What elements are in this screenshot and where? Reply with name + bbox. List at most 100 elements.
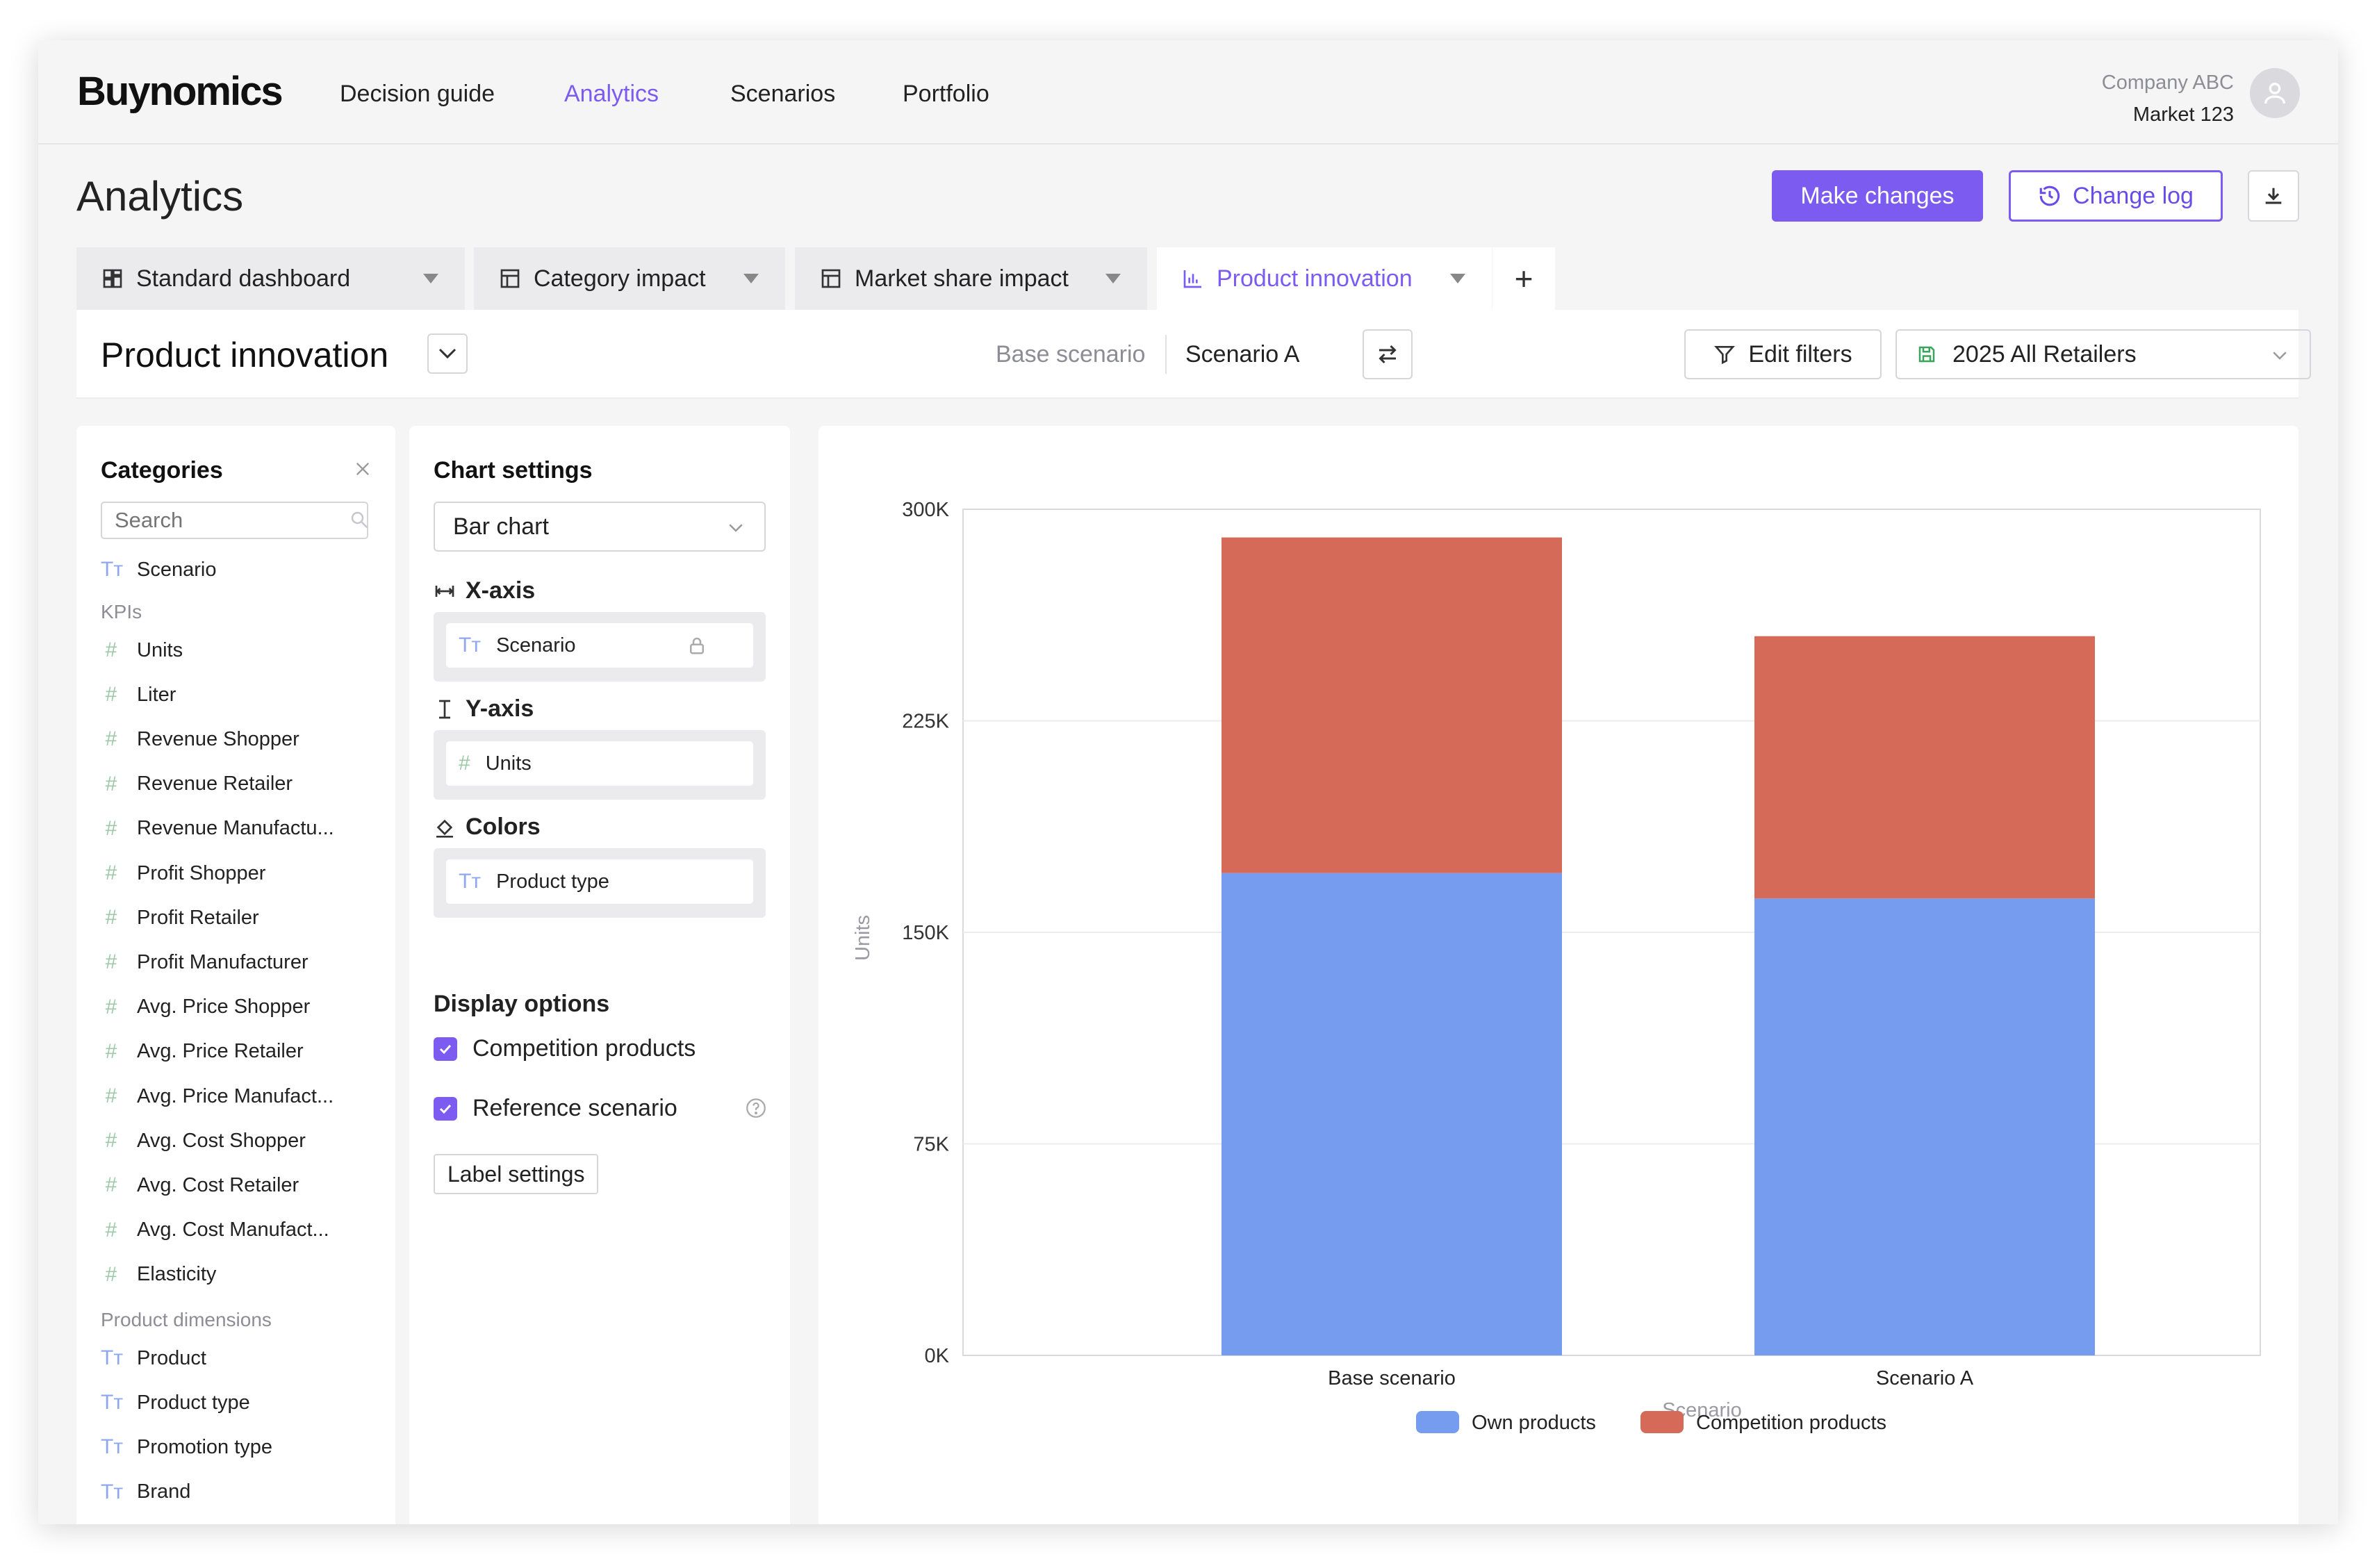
chart-settings-panel: Chart settings Bar chart X-axis Tт Scena… [409, 426, 790, 1524]
kpi-item[interactable]: # Avg. Price Manufact... [101, 1084, 334, 1108]
x-axis-pill[interactable]: Tт Scenario [446, 623, 753, 668]
caret-down-icon[interactable] [1104, 272, 1122, 285]
kpi-label: Revenue Retailer [137, 773, 293, 795]
base-scenario-label[interactable]: Base scenario [996, 341, 1146, 368]
dimension-item[interactable]: Tт Promotion type [101, 1435, 272, 1459]
kpi-label: Avg. Cost Shopper [137, 1129, 306, 1152]
chevron-down-icon [438, 348, 457, 359]
kpi-item[interactable]: # Liter [101, 683, 176, 707]
number-type-icon: # [459, 752, 470, 775]
make-changes-button[interactable]: Make changes [1772, 170, 1983, 222]
help-icon[interactable] [744, 1096, 768, 1120]
number-type-icon: # [105, 816, 117, 840]
swap-icon [1379, 345, 1397, 364]
number-type-icon: # [105, 906, 117, 930]
kpi-item[interactable]: # Revenue Retailer [101, 773, 293, 796]
download-button[interactable] [2248, 170, 2299, 222]
tab-standard-dashboard[interactable]: Standard dashboard [76, 247, 465, 310]
history-icon [2039, 185, 2060, 206]
legend-swatch-own-products [1416, 1411, 1459, 1433]
brand-logo[interactable]: Buynomics [77, 69, 283, 114]
y-axis-heading: Y-axis [434, 695, 534, 723]
chart-type-select[interactable]: Bar chart [434, 502, 766, 552]
colors-heading: Colors [434, 814, 541, 841]
tab-product-innovation[interactable]: Product innovation [1157, 247, 1492, 310]
close-icon[interactable] [353, 459, 372, 479]
kpi-item[interactable]: # Profit Shopper [101, 861, 266, 885]
dimension-item[interactable]: Tт Brand [101, 1480, 190, 1504]
dimension-item[interactable]: Tт Product type [101, 1391, 250, 1414]
kpi-item[interactable]: # Profit Retailer [101, 906, 259, 930]
colors-field[interactable]: Tт Product type [434, 848, 766, 918]
kpi-item[interactable]: # Revenue Shopper [101, 727, 299, 751]
label-settings-button[interactable]: Label settings [434, 1154, 599, 1194]
avatar[interactable] [2250, 68, 2300, 118]
x-axis-value: Scenario [496, 634, 576, 657]
competition-products-checkbox[interactable] [434, 1037, 457, 1061]
chart-panel: 0K 75K 150K 225K 300K Base scenario Scenario A… [819, 426, 2298, 1524]
caret-down-icon[interactable] [1449, 272, 1467, 285]
edit-filters-button[interactable]: Edit filters [1684, 329, 1882, 379]
product-dimensions-section-label: Product dimensions [101, 1309, 272, 1330]
legend-label-competition-products: Competition products [1696, 1412, 1886, 1434]
category-item-scenario[interactable]: Tт Scenario [101, 558, 217, 581]
tab-category-impact[interactable]: Category impact [474, 247, 785, 310]
categories-search-input[interactable] [101, 502, 368, 539]
colors-pill[interactable]: Tт Product type [446, 859, 753, 904]
reference-scenario-option[interactable]: Reference scenario [434, 1095, 677, 1122]
tab-market-share-impact[interactable]: Market share impact [795, 247, 1147, 310]
caret-down-icon[interactable] [422, 272, 440, 285]
table-icon [821, 269, 841, 288]
dashboard-menu-button[interactable] [427, 333, 468, 374]
user-icon [2264, 83, 2285, 104]
kpi-item[interactable]: # Avg. Price Shopper [101, 995, 311, 1019]
y-axis-field[interactable]: # Units [434, 730, 766, 800]
legend-swatch-competition-products [1640, 1411, 1684, 1433]
bar-chart: 0K 75K 150K 225K 300K Base scenario Scenario A… [852, 499, 2261, 1434]
competition-products-option[interactable]: Competition products [434, 1035, 696, 1062]
number-type-icon: # [105, 638, 117, 661]
kpi-item[interactable]: # Profit Manufacturer [101, 950, 309, 974]
page-title: Analytics [76, 173, 244, 220]
kpi-label: Elasticity [137, 1263, 217, 1286]
kpi-item[interactable]: # Units [101, 638, 183, 662]
bar-competition-products [1222, 537, 1562, 873]
number-type-icon: # [105, 727, 117, 751]
kpi-item[interactable]: # Elasticity [101, 1263, 217, 1287]
scenario-label[interactable]: Scenario A [1185, 341, 1300, 368]
kpi-item[interactable]: # Avg. Cost Retailer [101, 1173, 299, 1197]
caret-down-icon[interactable] [742, 272, 760, 285]
y-axis-pill[interactable]: # Units [446, 741, 753, 786]
add-tab-button[interactable]: + [1492, 247, 1555, 310]
kpi-label: Avg. Cost Retailer [137, 1173, 299, 1196]
x-axis-field[interactable]: Tт Scenario [434, 612, 766, 682]
kpi-item[interactable]: # Avg. Price Retailer [101, 1040, 304, 1064]
number-type-icon: # [105, 995, 117, 1018]
text-type-icon: Tт [101, 1435, 124, 1459]
change-log-button[interactable]: Change log [2009, 170, 2223, 222]
number-type-icon: # [105, 683, 117, 707]
retailer-select[interactable]: 2025 All Retailers [1895, 329, 2311, 379]
kpi-label: Avg. Price Shopper [137, 996, 311, 1018]
number-type-icon: # [105, 772, 117, 795]
y-tick-label: 300K [902, 499, 949, 521]
nav-scenarios[interactable]: Scenarios [730, 81, 836, 107]
kpi-item[interactable]: # Avg. Cost Manufact... [101, 1219, 329, 1242]
company-name: Company ABC [2101, 72, 2234, 94]
nav-analytics[interactable]: Analytics [564, 81, 659, 107]
dimension-item[interactable]: Tт Product [101, 1346, 206, 1370]
swap-scenarios-button[interactable] [1363, 329, 1413, 379]
kpi-item[interactable]: # Avg. Cost Shopper [101, 1129, 306, 1153]
reference-scenario-checkbox[interactable] [434, 1096, 457, 1121]
dashboard-icon [103, 269, 122, 288]
kpi-item[interactable]: # Revenue Manufactu... [101, 817, 334, 841]
bar-own-products [1222, 873, 1562, 1355]
tab-label: Category impact [534, 265, 706, 292]
reference-scenario-label: Reference scenario [472, 1095, 677, 1121]
kpi-label: Avg. Price Manufact... [137, 1084, 334, 1107]
nav-portfolio[interactable]: Portfolio [903, 81, 989, 107]
nav-decision-guide[interactable]: Decision guide [340, 81, 495, 107]
market-name: Market 123 [2132, 104, 2234, 126]
paint-bucket-icon [436, 819, 453, 838]
